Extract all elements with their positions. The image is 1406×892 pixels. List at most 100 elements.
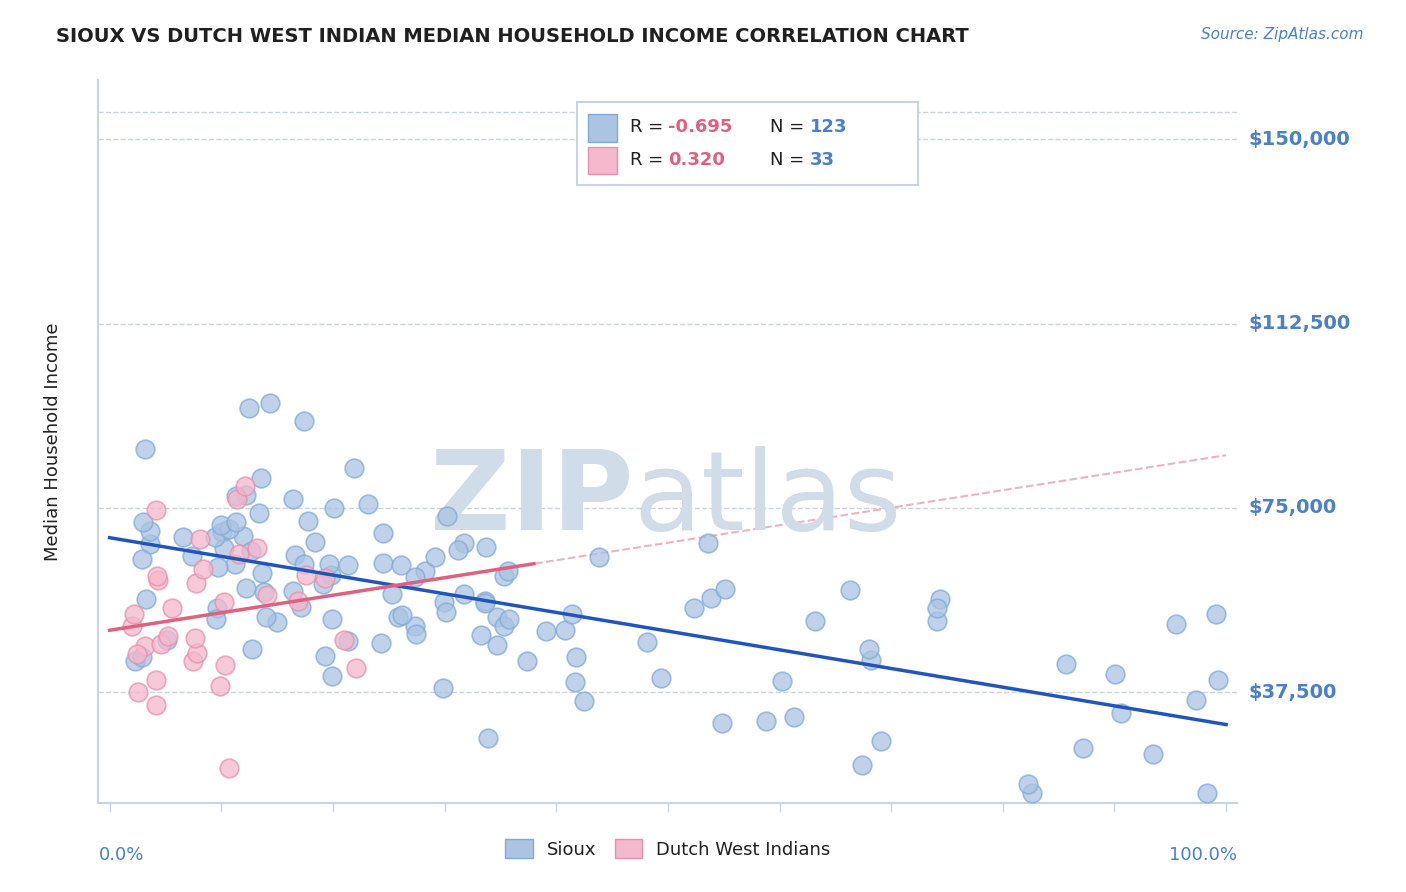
Point [181,549,204,564]
Point [304,534,326,549]
Text: 33: 33 [810,151,835,169]
Point [371,556,394,570]
Text: 100.0%: 100.0% [1170,847,1237,864]
Point [1205,607,1227,621]
Point [492,569,515,583]
Point [214,657,236,672]
Point [181,654,204,668]
Point [319,568,342,582]
Point [370,636,392,650]
Point [564,674,586,689]
Point [232,528,254,542]
Point [121,619,143,633]
Point [240,544,263,558]
Point [191,562,214,576]
Point [205,601,228,615]
Point [925,615,948,629]
Point [287,594,309,608]
Point [1104,666,1126,681]
Point [1197,786,1219,800]
Point [235,488,257,502]
Point [281,583,304,598]
Text: $112,500: $112,500 [1249,314,1351,333]
Point [208,679,231,693]
Point [225,515,247,529]
Text: N =: N = [770,119,810,136]
Point [851,758,873,772]
Point [212,595,235,609]
Point [124,654,146,668]
Point [336,634,359,648]
Point [373,526,395,541]
Point [131,649,153,664]
Point [172,530,194,544]
Point [312,577,335,591]
Point [247,506,270,520]
Point [404,619,426,633]
Point [391,607,413,622]
Point [436,509,458,524]
Point [1109,706,1132,720]
Point [1206,673,1229,687]
Point [218,522,240,536]
Point [290,600,312,615]
Point [209,517,232,532]
Point [132,515,155,529]
Point [224,557,246,571]
Point [135,591,157,606]
Point [496,564,519,578]
Point [156,633,179,648]
Point [453,535,475,549]
Point [225,489,247,503]
Point [127,647,149,661]
Point [713,582,735,596]
Point [145,502,167,516]
Point [858,642,880,657]
Point [697,536,720,550]
Point [432,681,454,695]
Point [485,638,508,652]
Point [250,566,273,580]
Point [225,492,247,507]
Point [389,558,412,572]
Point [134,639,156,653]
Point [447,542,470,557]
Text: -0.695: -0.695 [668,119,733,136]
Point [804,614,827,628]
Point [755,714,778,728]
Point [474,541,496,555]
Text: 123: 123 [810,119,848,136]
Point [534,624,557,639]
Point [266,615,288,629]
Text: 0.0%: 0.0% [98,847,143,864]
Point [925,601,948,615]
Point [314,571,336,585]
Point [218,761,240,775]
Point [405,627,427,641]
Point [146,569,169,583]
Point [186,646,208,660]
Point [770,673,793,688]
Point [432,595,454,609]
Point [474,597,496,611]
Text: $150,000: $150,000 [1249,129,1350,149]
Point [423,549,446,564]
Point [233,478,256,492]
Point [204,530,226,544]
Point [572,694,595,708]
Point [554,623,576,637]
Point [254,610,277,624]
Point [235,582,257,596]
Point [453,586,475,600]
Point [470,627,492,641]
Point [346,661,368,675]
Point [1142,747,1164,762]
Point [238,401,260,415]
Point [250,471,273,485]
Text: SIOUX VS DUTCH WEST INDIAN MEDIAN HOUSEHOLD INCOME CORRELATION CHART: SIOUX VS DUTCH WEST INDIAN MEDIAN HOUSEH… [56,27,969,45]
Point [134,442,156,456]
Point [492,619,515,633]
Point [782,710,804,724]
Point [259,396,281,410]
Point [486,609,509,624]
